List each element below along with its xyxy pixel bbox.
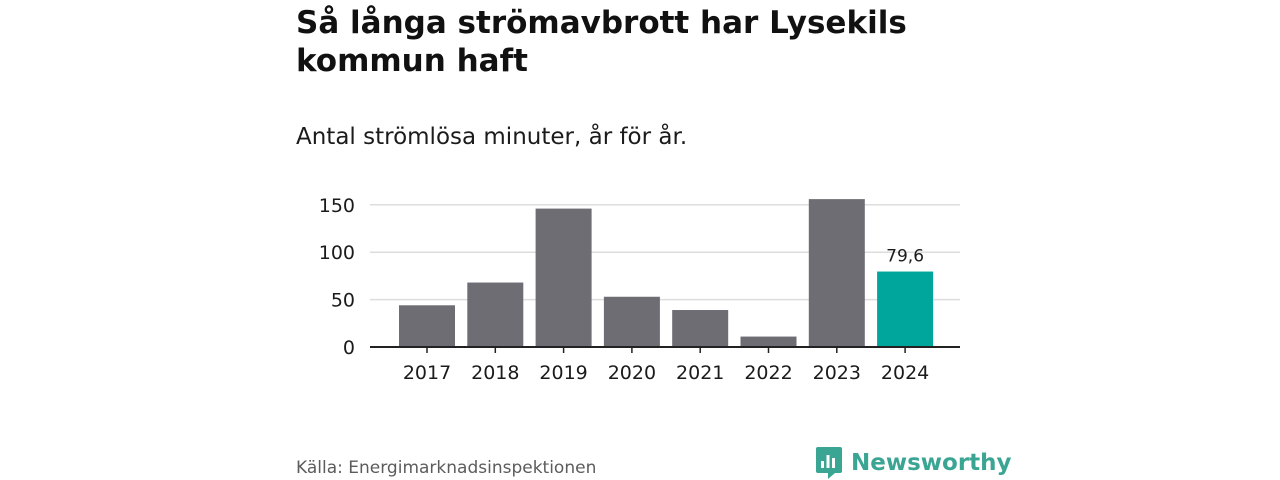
source-note: Källa: Energimarknadsinspektionen <box>296 458 597 478</box>
chart-title: Så långa strömavbrott har Lysekils kommu… <box>296 5 907 79</box>
newsworthy-logo-icon <box>816 447 842 479</box>
bar-2020 <box>603 296 660 347</box>
bar-2024 <box>877 271 934 347</box>
bar-2019 <box>535 208 592 347</box>
x-tick-label: 2024 <box>881 362 929 384</box>
bar-2017 <box>399 305 455 347</box>
x-tick-label: 2018 <box>471 362 519 384</box>
x-tick-label: 2020 <box>608 362 656 384</box>
y-tick-label: 0 <box>343 337 355 359</box>
x-tick-label: 2023 <box>813 362 861 384</box>
y-tick-label: 150 <box>319 195 355 217</box>
y-tick-label: 100 <box>319 242 355 264</box>
chart-subtitle: Antal strömlösa minuter, år för år. <box>296 124 688 150</box>
brand: Newsworthy <box>815 446 1012 480</box>
x-tick-label: 2019 <box>539 362 587 384</box>
y-tick-label: 50 <box>331 290 355 312</box>
bar-2022 <box>740 336 797 347</box>
x-tick-label: 2021 <box>676 362 724 384</box>
bar-2021 <box>672 310 729 347</box>
x-tick-label: 2017 <box>403 362 451 384</box>
bar-chart: 0 50 100 150 2017 2018 2019 2020 2021 2022 2023 202… <box>319 195 960 384</box>
brand-name: Newsworthy <box>851 450 1012 476</box>
bar-2023 <box>808 199 865 347</box>
x-tick-label: 2022 <box>744 362 792 384</box>
data-label: 79,6 <box>886 247 924 267</box>
bar-2018 <box>467 282 524 347</box>
